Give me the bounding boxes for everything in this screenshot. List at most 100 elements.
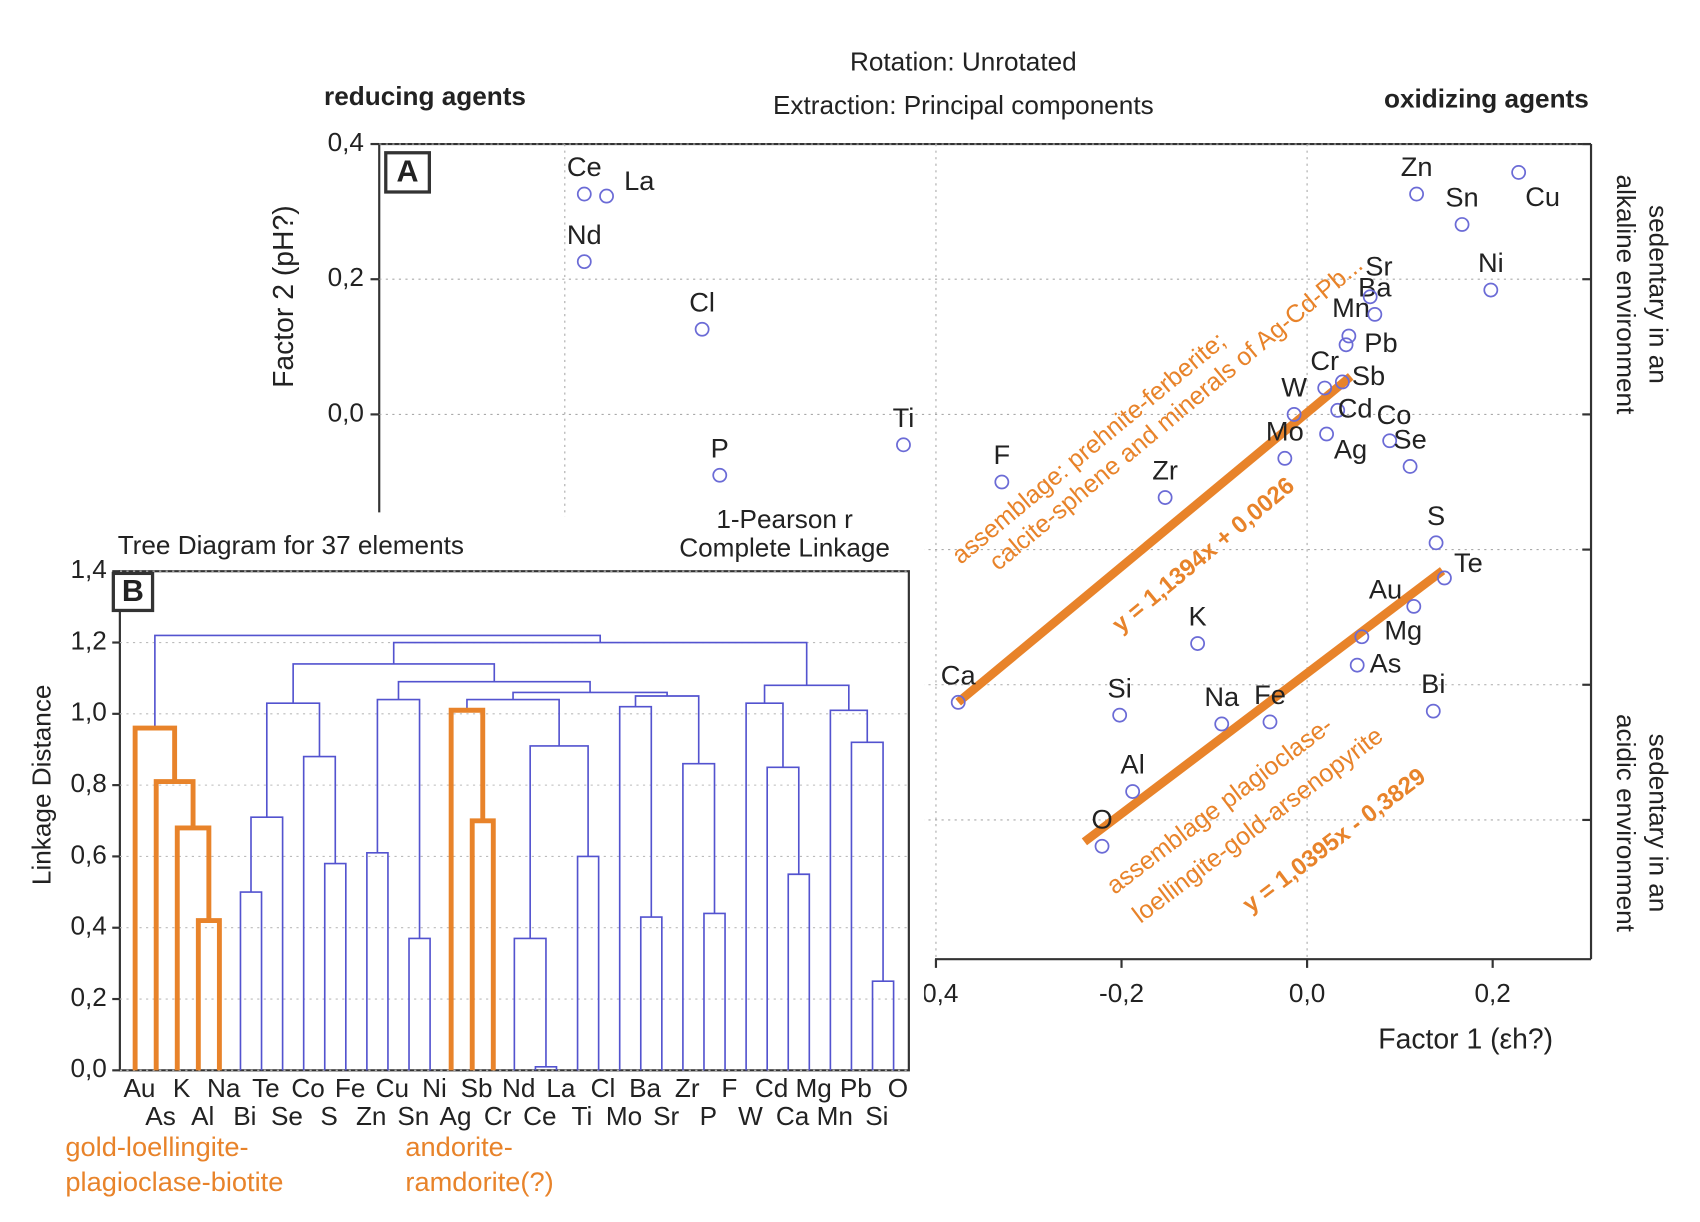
point-label: Cr [1310, 345, 1339, 376]
point-label: La [624, 165, 655, 196]
side-note: sedentary in an [1644, 205, 1674, 384]
leaf-label: Cu [376, 1073, 409, 1103]
point-label: Cd [1338, 393, 1373, 424]
panel-label-box [384, 151, 431, 194]
data-point [1157, 490, 1173, 505]
dendrogram-link [132, 725, 178, 1071]
point-label: Se [1393, 424, 1426, 455]
point-label: Co [1377, 399, 1412, 430]
dendrogram-link [639, 916, 663, 1071]
method-note: 1-Pearson r [716, 504, 853, 534]
data-point [1511, 165, 1527, 180]
leaf-label: Ag [440, 1101, 472, 1131]
leaf-label: Ba [629, 1073, 661, 1103]
y-tick-label: 0,0 [70, 1053, 106, 1083]
dendrogram-link [392, 641, 808, 686]
dendrogram-link [366, 852, 389, 1071]
data-point [1354, 629, 1370, 645]
point-label: As [1370, 647, 1402, 678]
dendrogram-link [534, 1065, 558, 1071]
data-point [1317, 380, 1333, 396]
data-point [1214, 716, 1230, 732]
panel-label: B [122, 574, 144, 608]
leaf-label: Cl [591, 1073, 616, 1103]
x-tick-label: 0,2 [1474, 978, 1510, 1008]
point-label: Pb [1364, 327, 1397, 358]
panel-label-box [111, 571, 155, 613]
leaf-label: F [721, 1073, 737, 1103]
point-label: Zr [1152, 455, 1178, 486]
point-label: Cl [689, 286, 715, 317]
point-label: Bi [1421, 668, 1445, 699]
point-label: Ag [1334, 434, 1367, 465]
data-point [694, 321, 710, 337]
method-note: Complete Linkage [679, 532, 890, 562]
data-point [1409, 186, 1424, 202]
dendrogram-link [763, 684, 850, 711]
point-label: P [711, 432, 729, 463]
leaf-label: Pb [840, 1073, 872, 1103]
point-label: Sb [1352, 360, 1385, 391]
side-note: acidic environment [1611, 714, 1641, 933]
data-point [576, 186, 592, 202]
data-point [1094, 838, 1110, 854]
dendrogram-link [850, 741, 884, 1071]
data-point [1319, 426, 1334, 442]
leaf-label: W [738, 1101, 763, 1131]
dendrogram-link [174, 825, 212, 1071]
panel-label: A [397, 155, 419, 189]
y-tick-label: 0,0 [328, 397, 364, 427]
fit-line [1081, 567, 1446, 846]
y-tick-label: 0,6 [70, 839, 106, 869]
point-label: O [1091, 803, 1112, 834]
y-tick-label: 1,4 [70, 554, 106, 584]
dendrogram-link [250, 816, 284, 1071]
leaf-label: La [546, 1073, 576, 1103]
leaf-label: Se [271, 1101, 303, 1131]
point-label: Cu [1525, 181, 1560, 212]
leaf-label: Fe [335, 1073, 366, 1103]
leaf-label: Au [123, 1073, 155, 1103]
dendrogram-link [745, 702, 784, 1071]
data-point [1112, 707, 1128, 723]
data-point [1338, 337, 1354, 353]
panel-b: Tree Diagram for 37 elements 1-Pearson r… [0, 504, 925, 1222]
y-tick-label: 0,4 [328, 127, 364, 157]
leaf-label: Sn [397, 1101, 429, 1131]
side-note: sedentary in an [1644, 734, 1674, 913]
data-point [1367, 306, 1383, 322]
point-label: Ni [1478, 247, 1504, 278]
dendrogram-link [154, 634, 602, 729]
data-point [1349, 657, 1365, 673]
leaf-label: Sb [461, 1073, 493, 1103]
fit-annotation: assemblage: prehnite-ferberite; [947, 327, 1232, 570]
data-point [896, 437, 911, 453]
leaf-label: Bi [233, 1101, 256, 1131]
y-tick-label: 0,2 [328, 262, 364, 292]
data-point [1454, 217, 1470, 232]
point-label: K [1189, 601, 1207, 632]
dendrogram-link [529, 745, 589, 939]
y-tick-label: 1,0 [70, 697, 106, 727]
data-point [1437, 570, 1452, 586]
data-point [1428, 535, 1444, 551]
data-point [1382, 433, 1398, 449]
dendrogram-link [239, 891, 263, 1071]
data-point [712, 467, 728, 483]
leaf-label: Te [252, 1073, 280, 1103]
cluster-note: andorite- [405, 1131, 513, 1162]
y-axis-label: Linkage Distance [26, 685, 56, 886]
point-label: Ca [941, 659, 977, 690]
leaf-label: Cd [755, 1073, 788, 1103]
point-label: S [1427, 500, 1445, 531]
data-point [599, 188, 614, 204]
data-point [1262, 714, 1278, 730]
dendrogram-link [265, 702, 321, 818]
leaf-label: As [145, 1101, 176, 1131]
point-label: Au [1369, 573, 1402, 604]
leaf-label: Al [191, 1101, 214, 1131]
leaf-label: Ni [422, 1073, 447, 1103]
leaf-label: O [888, 1073, 908, 1103]
y-tick-label: 0,4 [70, 911, 106, 941]
